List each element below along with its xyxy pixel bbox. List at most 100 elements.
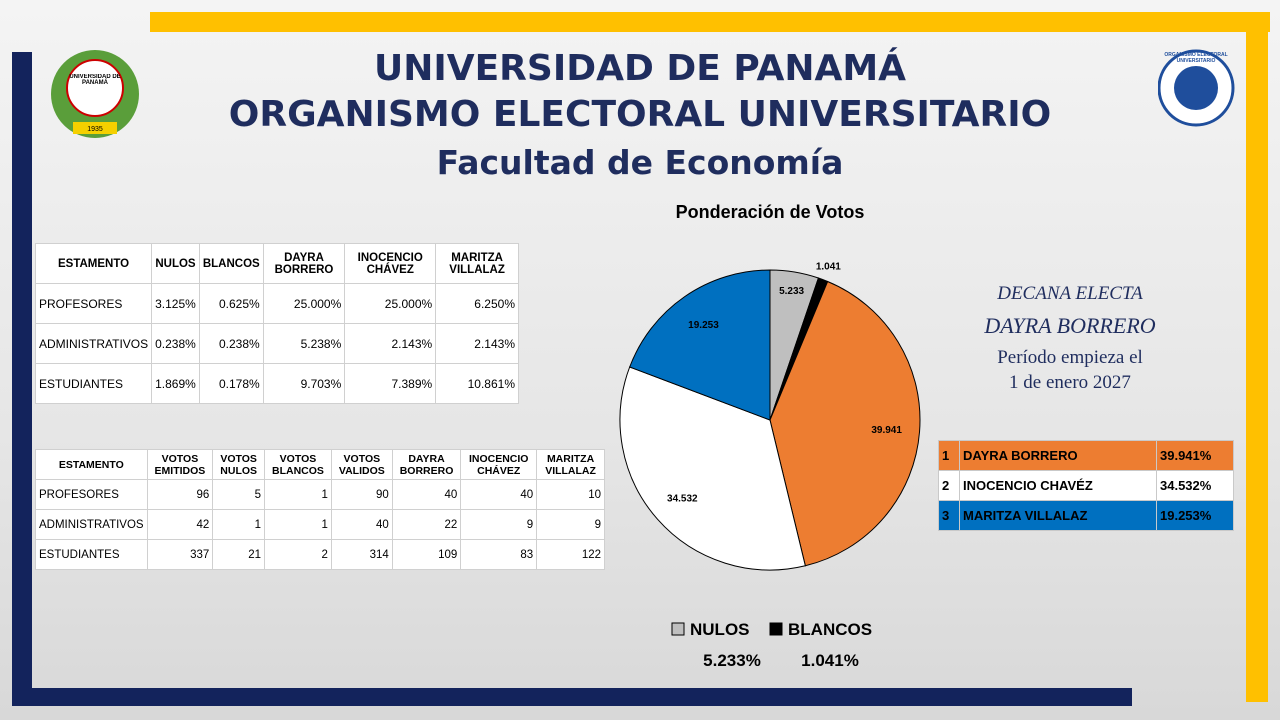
logo-text: UNIVERSIDAD DE PANAMÁ	[69, 74, 121, 86]
cell: 5	[212, 479, 266, 510]
cell: 90	[330, 479, 393, 510]
legend-value: 5.233%	[703, 651, 761, 670]
cell: 40	[330, 509, 393, 540]
cell: ADMINISTRATIVOS	[35, 509, 148, 540]
cell: 314	[330, 539, 393, 570]
cell: 40	[391, 479, 462, 510]
ranking-cell: 2	[938, 470, 960, 501]
left-logo: UNIVERSIDAD DE PANAMÁ 1935	[51, 50, 139, 138]
cell: 2.143%	[344, 323, 437, 364]
cell: 337	[146, 539, 214, 570]
title-line1: UNIVERSIDAD DE PANAMÁ	[373, 48, 907, 89]
data-label: 5.233	[779, 286, 804, 297]
header-cell: VOTOS BLANCOS	[264, 449, 332, 480]
ranking-cell: 34.532%	[1156, 470, 1234, 501]
logo-center	[66, 59, 124, 117]
logo-ribbon	[73, 122, 117, 134]
header-cell: VOTOS EMITIDOS	[146, 449, 214, 480]
header-row: ESTAMENTO VOTOS EMITIDOS VOTOS NULOS VOTOS …	[35, 449, 605, 480]
data-label: 1.041	[816, 262, 841, 273]
legend-value: 1.041%	[801, 651, 859, 670]
row: ADMINISTRATIVOS 42 1 1 40 22 9 9	[35, 509, 605, 540]
legend-label: NULOS	[690, 620, 750, 639]
cell: ADMINISTRATIVOS	[34, 323, 153, 364]
cell: 0.625%	[198, 283, 264, 324]
row: ESTUDIANTES 1.869% 0.178% 9.703% 7.389% 10.86…	[34, 363, 519, 404]
header-cell: MARITZA VILLALAZ	[536, 449, 605, 480]
ranking-row: 2 INOCENCIO CHAVÉZ 34.532%	[938, 470, 1234, 501]
result-title: DECANA ELECTA	[997, 283, 1143, 304]
cell: PROFESORES	[35, 479, 148, 510]
cell: 25.000%	[344, 283, 437, 324]
row: ADMINISTRATIVOS 0.238% 0.238% 5.238% 2.143% 2…	[34, 323, 519, 364]
yellow-border-right	[1246, 12, 1268, 702]
result-period: Período empieza el	[997, 347, 1143, 368]
header-cell: INOCENCIO CHÁVEZ	[460, 449, 538, 480]
data-label: 19.253	[688, 320, 719, 331]
cell: 2	[264, 539, 332, 570]
legend-swatch	[671, 622, 685, 636]
header-cell: ESTAMENTO	[35, 449, 148, 480]
cell: 40	[460, 479, 538, 510]
cell: 10	[536, 479, 605, 510]
header-cell: DAYRA BORRERO	[262, 243, 346, 284]
right-logo: ORGANISMO ELECTORAL UNIVERSITARIO	[1158, 49, 1235, 127]
pie-slice	[619, 366, 806, 571]
pie-slice	[769, 280, 921, 567]
header-cell: BLANCOS	[198, 243, 264, 284]
ranking-row: 1 DAYRA BORRERO 39.941%	[938, 440, 1234, 471]
header-cell: MARITZA VILLALAZ	[435, 243, 519, 284]
ranking-row: 3 MARITZA VILLALAZ 19.253%	[938, 500, 1234, 531]
cell: 10.861%	[435, 363, 519, 404]
row: ESTUDIANTES 337 21 2 314 109 83 122	[35, 539, 605, 570]
legend-label: BLANCOS	[788, 620, 872, 639]
legend-swatch	[769, 622, 783, 636]
ranking-cell: 3	[938, 500, 960, 531]
cell: 83	[460, 539, 538, 570]
cell: 21	[212, 539, 266, 570]
header-cell: NULOS	[151, 243, 200, 284]
cell: 0.238%	[151, 323, 200, 364]
row: PROFESORES 96 5 1 90 40 40 10	[35, 479, 605, 510]
cell: 1	[264, 479, 332, 510]
ranking-table: 1 DAYRA BORRERO 39.941% 2 INOCENCIO CHAVÉZ 34…	[938, 440, 1234, 531]
logo-year: 1935	[87, 126, 103, 133]
cell: 5.238%	[262, 323, 346, 364]
ranking-cell: 19.253%	[1156, 500, 1234, 531]
pie-chart: Ponderación de Votos 5.233 1.041 39.941 34.…	[619, 202, 921, 670]
yellow-border-top	[150, 12, 1270, 32]
votes-table: ESTAMENTO VOTOS EMITIDOS VOTOS NULOS VOTOS …	[35, 449, 605, 570]
header-cell: ESTAMENTO	[34, 243, 153, 284]
cell: 122	[536, 539, 605, 570]
header-cell: VOTOS NULOS	[212, 449, 266, 480]
navy-border-left	[12, 52, 32, 706]
row: PROFESORES 3.125% 0.625% 25.000% 25.000% 6.25…	[34, 283, 519, 324]
logo-text: ORGANISMO ELECTORAL UNIVERSITARIO	[1164, 52, 1228, 64]
navy-border-bottom	[12, 688, 1132, 706]
cell: 25.000%	[262, 283, 346, 324]
pie-slice	[629, 269, 771, 421]
cell: 42	[146, 509, 214, 540]
cell: 6.250%	[435, 283, 519, 324]
cell: 3.125%	[151, 283, 200, 324]
cell: 2.143%	[435, 323, 519, 364]
ranking-cell: DAYRA BORRERO	[959, 440, 1157, 471]
header-cell: DAYRA BORRERO	[391, 449, 462, 480]
data-label: 39.941	[871, 425, 902, 436]
ranking-cell: 39.941%	[1156, 440, 1234, 471]
cell: 0.178%	[198, 363, 264, 404]
ranking-cell: MARITZA VILLALAZ	[959, 500, 1157, 531]
header-cell: VOTOS VALIDOS	[330, 449, 393, 480]
cell: 9	[536, 509, 605, 540]
data-label: 34.532	[667, 493, 698, 504]
header-cell: INOCENCIO CHÁVEZ	[344, 243, 437, 284]
cell: 9.703%	[262, 363, 346, 404]
cell: 9	[460, 509, 538, 540]
cell: 1.869%	[151, 363, 200, 404]
title-line3: Facultad de Economía	[436, 143, 844, 182]
cell: 0.238%	[198, 323, 264, 364]
cell: 7.389%	[344, 363, 437, 404]
header-row: ESTAMENTO NULOS BLANCOS DAYRA BORRERO INOCEN…	[34, 243, 519, 284]
result-period-date: 1 de enero 2027	[1009, 372, 1131, 393]
